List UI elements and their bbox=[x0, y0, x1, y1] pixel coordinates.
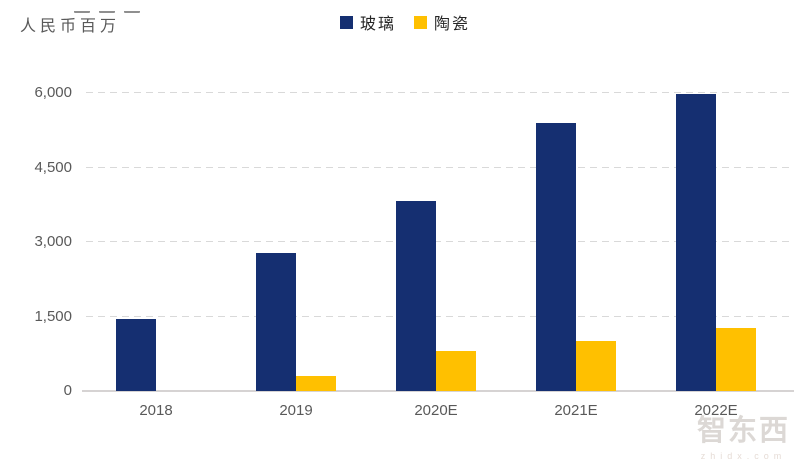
y-tick-label-6000: 6,000 bbox=[34, 84, 72, 101]
chart-legend: 玻璃 陶瓷 bbox=[340, 10, 470, 34]
x-tick-label-2019: 2019 bbox=[279, 402, 313, 419]
y-tick-label-1500: 1,500 bbox=[34, 307, 72, 325]
bar-glass-2018 bbox=[116, 318, 156, 391]
y-axis: 0 1,500 3,000 4,500 6,000 bbox=[0, 84, 72, 399]
legend-item-ceramic: 陶瓷 bbox=[414, 10, 470, 34]
y-tick-label-3000: 3,000 bbox=[34, 233, 72, 250]
bar-ceramic-2020E bbox=[436, 351, 476, 391]
gridline-3000 bbox=[86, 241, 794, 242]
x-tick-label-2021E: 2021E bbox=[554, 402, 598, 419]
gridline-4500 bbox=[86, 166, 794, 168]
glass-swatch-icon bbox=[340, 15, 353, 29]
bar-glass-2021E bbox=[536, 123, 576, 391]
bar-glass-2020E bbox=[396, 200, 436, 391]
cropped-text-artifact bbox=[74, 0, 149, 13]
artifact-mark bbox=[124, 8, 140, 13]
legend-label-ceramic: 陶瓷 bbox=[434, 14, 471, 33]
artifact-mark bbox=[99, 8, 115, 13]
ceramic-swatch-icon bbox=[414, 15, 428, 29]
watermark-url: zhidx.com bbox=[700, 451, 787, 461]
y-tick-label-0: 0 bbox=[63, 382, 72, 399]
bar-ceramic-2022E bbox=[716, 327, 756, 391]
plot-area: 2018 2019 2020E 2021E 2022E bbox=[82, 92, 794, 419]
x-tick-label-2022E: 2022E bbox=[694, 402, 738, 419]
watermark-logo: 智东西 bbox=[696, 415, 790, 447]
legend-label-glass: 玻璃 bbox=[360, 14, 397, 33]
watermark: 智东西 zhidx.com bbox=[697, 407, 790, 461]
bar-glass-2019 bbox=[256, 252, 296, 391]
artifact-mark bbox=[74, 8, 90, 13]
gridline-6000 bbox=[86, 92, 794, 93]
legend-item-glass: 玻璃 bbox=[340, 10, 396, 34]
bar-glass-2022E bbox=[676, 94, 716, 391]
gridline-1500 bbox=[86, 315, 794, 317]
y-axis-title: 人民币百万 bbox=[20, 16, 121, 35]
x-tick-label-2018: 2018 bbox=[139, 402, 173, 419]
x-tick-label-2020E: 2020E bbox=[414, 402, 458, 419]
bar-ceramic-2019 bbox=[296, 376, 336, 391]
y-tick-label-4500: 4,500 bbox=[34, 158, 72, 176]
bar-ceramic-2021E bbox=[576, 341, 616, 391]
x-axis-line bbox=[82, 390, 794, 392]
